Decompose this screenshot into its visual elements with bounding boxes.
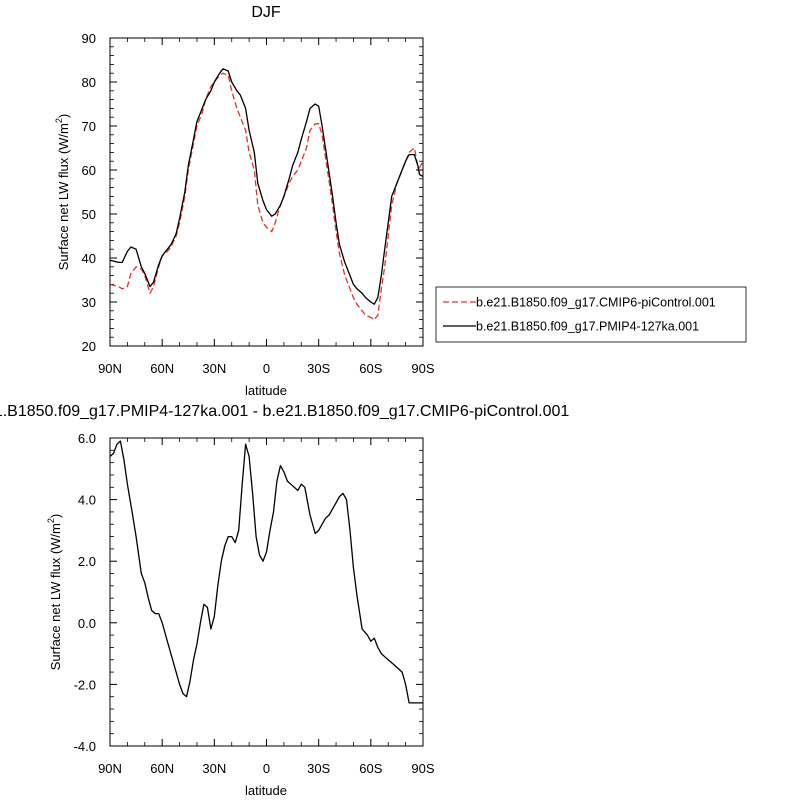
chart-bottom: b.e21.B1850.f09_g17.PMIP4-127ka.001 - b.… — [0, 403, 569, 798]
chart-bottom-grid-ticks: -4.0 -2.0 0.0 2.0 4.0 6.0 90N 60N 30N 0 30S 60S 90S — [74, 431, 435, 776]
chart-top-ylabel: Surface net LW flux (W/m2) — [54, 114, 71, 271]
chart-top-ylabel-main: Surface net LW flux (W/m — [56, 123, 71, 270]
xtick-label: 0 — [263, 761, 270, 776]
ytick-label: 0.0 — [78, 616, 96, 631]
series-line-1 — [109, 68, 424, 305]
ytick-label: 60 — [82, 163, 96, 178]
ytick-label: 40 — [82, 251, 96, 266]
legend-label-pmip4: b.e21.B1850.f09_g17.PMIP4-127ka.001 — [476, 320, 699, 334]
chart-bottom-ylabel-main: Surface net LW flux (W/m — [48, 523, 63, 670]
chart-top-ylabel-sup: 2 — [54, 118, 64, 123]
xtick-label: 0 — [263, 361, 270, 376]
ytick-label: -4.0 — [74, 739, 96, 754]
ytick-label: 70 — [82, 119, 96, 134]
ytick-label: 2.0 — [78, 554, 96, 569]
xtick-label: 60S — [359, 361, 382, 376]
chart-bottom-series — [109, 440, 423, 704]
chart-top-plot-frame — [109, 37, 424, 347]
xtick-label: 30N — [202, 361, 226, 376]
ytick-label: 4.0 — [78, 493, 96, 508]
chart-top-xlabel: latitude — [245, 383, 287, 398]
xtick-label: 30S — [307, 761, 330, 776]
series-line-0 — [109, 72, 424, 321]
ytick-label: 50 — [82, 207, 96, 222]
chart-top-title: DJF — [251, 4, 281, 21]
chart-bottom-plot-frame — [109, 437, 424, 747]
chart-bottom-ylabel-tail: ) — [48, 514, 63, 518]
xtick-label: 90S — [411, 761, 434, 776]
chart-top-grid-ticks: 20 30 40 50 60 70 80 90 90N 60N 30N 0 30S 60S 90S — [82, 31, 435, 376]
ytick-label: 20 — [82, 339, 96, 354]
xtick-label: 60N — [150, 361, 174, 376]
legend: b.e21.B1850.f09_g17.CMIP6-piControl.001 … — [435, 286, 747, 343]
chart-bottom-xlabel: latitude — [245, 783, 287, 798]
ytick-label: 90 — [82, 31, 96, 46]
xtick-label: 60S — [359, 761, 382, 776]
xtick-label: 90S — [411, 361, 434, 376]
chart-bottom-ylabel-sup: 2 — [46, 518, 56, 523]
legend-label-cmip6: b.e21.B1850.f09_g17.CMIP6-piControl.001 — [476, 296, 716, 310]
xtick-label: 90N — [98, 361, 122, 376]
xtick-label: 30S — [307, 361, 330, 376]
chart-top-series — [109, 68, 424, 321]
xtick-label: 60N — [150, 761, 174, 776]
ytick-label: 6.0 — [78, 431, 96, 446]
ytick-label: 80 — [82, 75, 96, 90]
chart-top-ylabel-tail: ) — [56, 114, 71, 118]
ytick-label: 30 — [82, 295, 96, 310]
chart-bottom-title: b.e21.B1850.f09_g17.PMIP4-127ka.001 - b.… — [0, 403, 569, 420]
xtick-label: 90N — [98, 761, 122, 776]
chart-bottom-ylabel: Surface net LW flux (W/m2) — [46, 514, 63, 671]
xtick-label: 30N — [202, 761, 226, 776]
ytick-label: -2.0 — [74, 677, 96, 692]
series-line-0 — [109, 440, 423, 704]
legend-box — [435, 286, 747, 343]
